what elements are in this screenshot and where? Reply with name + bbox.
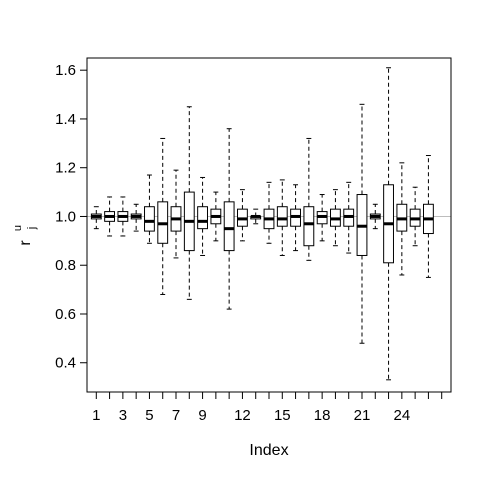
box-5: [144, 174, 155, 244]
box-10: [210, 191, 222, 242]
box-11: [223, 128, 235, 310]
x-tick-label: 9: [198, 407, 206, 424]
box-body: [197, 206, 208, 230]
x-tick-label: 3: [119, 407, 127, 424]
y-tick-label: 0.4: [55, 355, 76, 372]
x-axis: 1 3 5 7 9 12 15 18 21 24: [92, 391, 443, 424]
y-tick-label: 1.4: [55, 111, 76, 128]
box-4: [130, 203, 142, 232]
x-tick-label: 1: [92, 407, 100, 424]
box-1: [90, 206, 102, 230]
box-8: [183, 106, 195, 300]
box-18: [316, 194, 328, 242]
y-axis-title-main: r: [17, 240, 34, 246]
y-tick-label: 1.2: [55, 160, 76, 177]
x-tick-label: 12: [234, 407, 251, 424]
box-body: [276, 206, 288, 227]
box-6: [157, 137, 169, 295]
boxplot-layer: [90, 67, 434, 381]
box-17: [303, 137, 315, 261]
y-axis-title: r u j: [12, 225, 38, 246]
box-body: [223, 201, 235, 252]
box-body: [144, 206, 155, 232]
y-tick-label: 0.8: [55, 257, 76, 274]
y-tick-label: 0.6: [55, 306, 76, 323]
box-13: [250, 208, 262, 225]
x-tick-label: 24: [394, 407, 411, 424]
y-axis-title-superscript: u: [12, 225, 24, 231]
x-axis-title: Index: [249, 442, 288, 459]
y-axis: 0.4 0.6 0.8 1.0 1.2 1.4 1.6: [55, 62, 87, 372]
box-25: [409, 186, 421, 247]
x-tick-label: 18: [314, 407, 331, 424]
box-26: [423, 155, 434, 278]
box-7: [170, 169, 182, 259]
box-16: [290, 184, 301, 252]
box-19: [330, 189, 341, 247]
box-21: [356, 103, 368, 344]
box-15: [276, 179, 288, 256]
box-3: [117, 196, 129, 237]
y-tick-label: 1.0: [55, 208, 76, 225]
x-tick-label: 5: [145, 407, 153, 424]
box-2: [104, 196, 115, 237]
box-12: [237, 189, 248, 242]
box-20: [343, 181, 355, 254]
box-23: [383, 67, 394, 381]
box-24: [396, 162, 408, 276]
box-9: [197, 176, 208, 256]
box-22: [369, 203, 381, 230]
y-axis-title-subscript: j: [26, 227, 38, 230]
x-tick-label: 7: [172, 407, 180, 424]
x-tick-label: 21: [354, 407, 371, 424]
y-tick-label: 1.6: [55, 62, 76, 79]
box-body: [303, 206, 315, 247]
box-14: [263, 181, 275, 244]
x-tick-label: 15: [274, 407, 291, 424]
